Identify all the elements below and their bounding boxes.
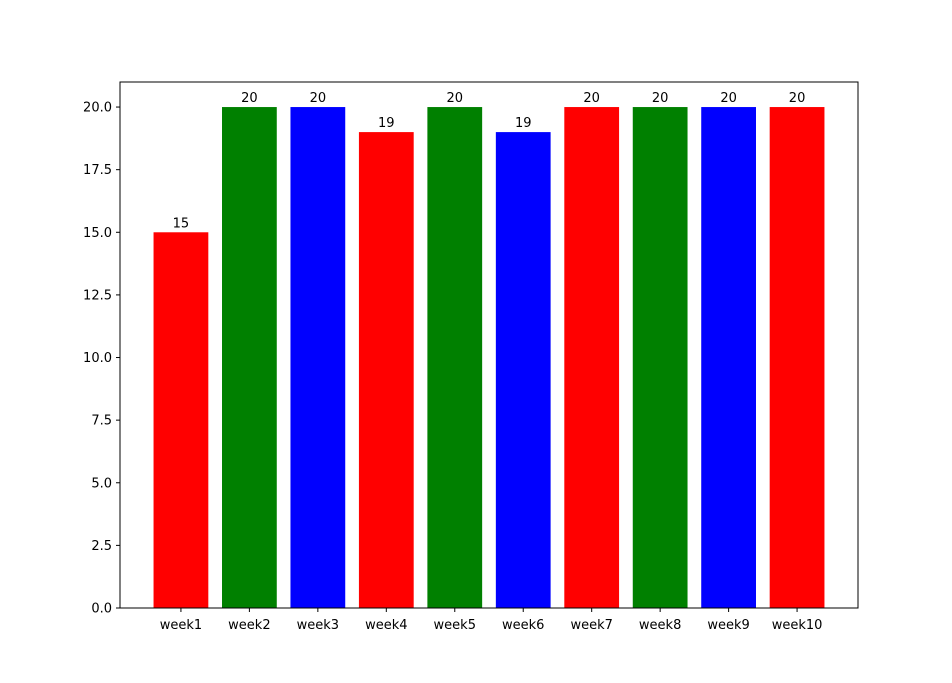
x-tick-label: week2	[228, 618, 270, 633]
y-tick-label: 7.5	[91, 414, 112, 429]
y-tick-label: 17.5	[83, 163, 112, 178]
value-label: 20	[310, 91, 327, 106]
bar	[632, 107, 688, 609]
bar	[495, 132, 551, 608]
value-label: 20	[720, 91, 737, 106]
x-tick-label: week10	[772, 618, 823, 633]
plot-frame	[119, 81, 859, 609]
value-label: 20	[446, 91, 463, 106]
value-label: 20	[241, 91, 258, 106]
bar	[290, 107, 346, 609]
value-label: 15	[173, 216, 190, 231]
y-tick-label: 15.0	[83, 226, 112, 241]
x-tick-label: week7	[570, 618, 612, 633]
y-tick-label: 10.0	[83, 351, 112, 366]
x-tick-label: week8	[639, 618, 681, 633]
value-label: 19	[378, 116, 395, 131]
bar	[153, 232, 209, 609]
bar	[769, 107, 825, 609]
y-tick-label: 2.5	[91, 539, 112, 554]
x-tick-label: week5	[434, 618, 476, 633]
x-tick-label: week4	[365, 618, 407, 633]
y-tick-label: 12.5	[83, 288, 112, 303]
x-tick-label: week1	[160, 618, 202, 633]
x-tick-label: week3	[297, 618, 339, 633]
x-tick-label: week9	[707, 618, 749, 633]
value-label: 20	[652, 91, 669, 106]
bar	[222, 107, 277, 609]
bar	[701, 107, 756, 609]
value-label: 20	[789, 91, 806, 106]
value-label: 20	[583, 91, 600, 106]
bar	[564, 107, 620, 609]
bar	[358, 132, 414, 608]
value-label: 19	[515, 116, 532, 131]
y-tick-label: 5.0	[91, 476, 112, 491]
x-tick-label: week6	[502, 618, 544, 633]
bar	[427, 107, 483, 609]
y-tick-label: 20.0	[83, 101, 112, 116]
y-tick-label: 0.0	[91, 602, 112, 617]
